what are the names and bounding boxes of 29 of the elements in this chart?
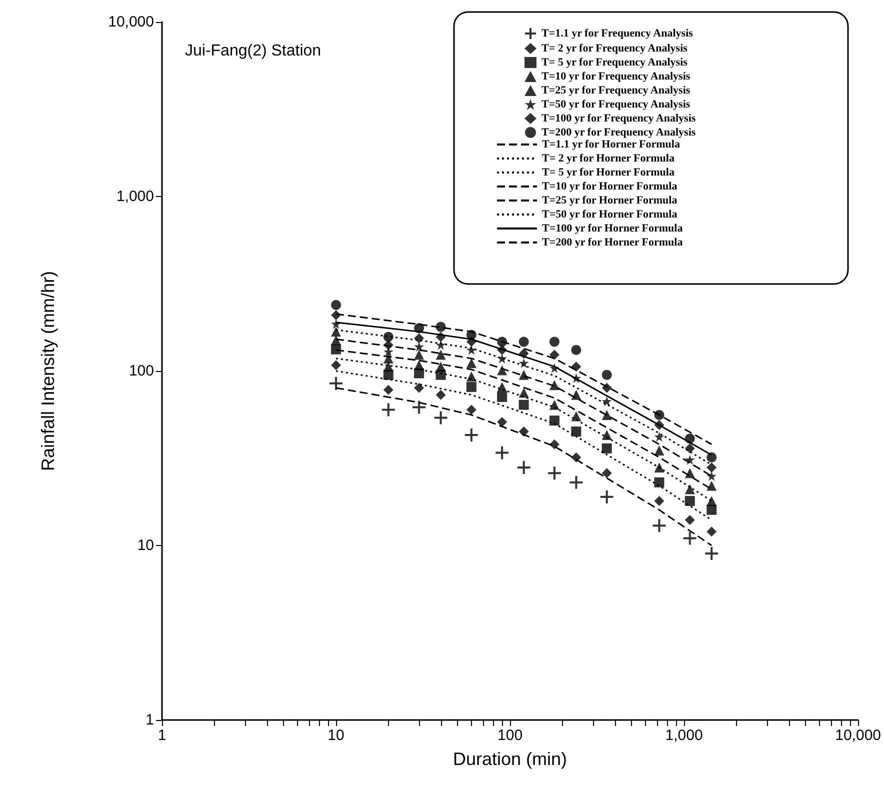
legend-label: T= 5 yr for Horner Formula bbox=[542, 166, 675, 178]
x-tick-label: 10 bbox=[328, 727, 344, 744]
y-tick-label: 10,000 bbox=[108, 14, 154, 30]
legend-label: T= 5 yr for Frequency Analysis bbox=[542, 56, 688, 68]
legend-label: T= 2 yr for Horner Formula bbox=[542, 152, 675, 164]
legend-label: T=50 yr for Frequency Analysis bbox=[542, 98, 691, 110]
legend-label: T=1.1 yr for Frequency Analysis bbox=[542, 28, 694, 40]
legend-label: T= 2 yr for Frequency Analysis bbox=[542, 42, 688, 54]
x-tick-label: 1 bbox=[158, 727, 166, 744]
x-tick-label: 100 bbox=[498, 727, 523, 744]
legend-label: T=25 yr for Frequency Analysis bbox=[542, 84, 691, 96]
legend-label: T=200 yr for Horner Formula bbox=[542, 236, 684, 248]
legend-label: T=1.1 yr for Horner Formula bbox=[542, 138, 680, 150]
legend-label: T=100 yr for Frequency Analysis bbox=[542, 112, 696, 124]
legend-label: T=50 yr for Horner Formula bbox=[542, 208, 678, 220]
y-tick-label: 10 bbox=[137, 537, 154, 554]
y-tick-label: 1,000 bbox=[116, 188, 154, 205]
x-tick-label: 1,000 bbox=[665, 727, 703, 744]
x-axis-title: Duration (min) bbox=[453, 749, 568, 769]
legend-label: T=25 yr for Horner Formula bbox=[542, 194, 678, 206]
legend-label: T=200 yr for Frequency Analysis bbox=[542, 126, 696, 138]
y-tick-label: 1 bbox=[146, 712, 154, 728]
x-tick-label: 10,000 bbox=[835, 727, 882, 744]
legend-label: T=100 yr for Horner Formula bbox=[542, 222, 684, 234]
y-tick-label: 100 bbox=[128, 362, 154, 380]
legend-label: T=10 yr for Horner Formula bbox=[542, 180, 678, 192]
text: Jui-Fang(2) Station bbox=[185, 42, 322, 60]
legend-label: T=10 yr for Frequency Analysis bbox=[542, 70, 691, 82]
y-axis-title: Rainfall Intensity (mm/hr) bbox=[38, 270, 58, 472]
